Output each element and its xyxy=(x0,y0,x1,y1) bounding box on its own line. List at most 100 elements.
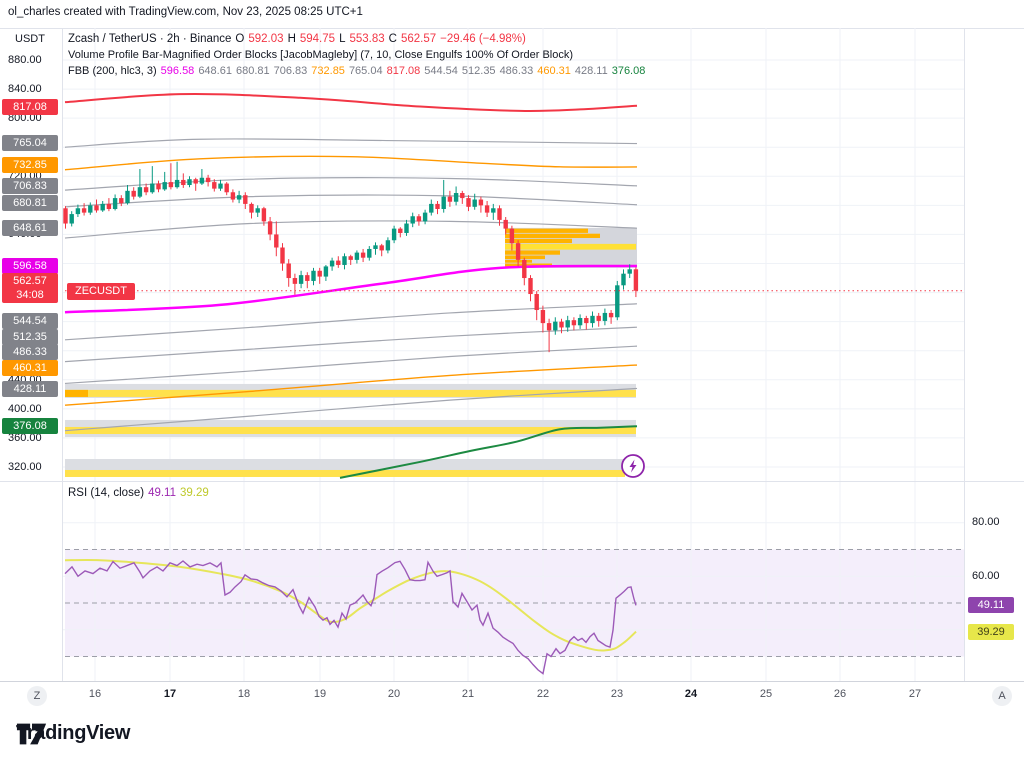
candlestick xyxy=(373,245,378,249)
symbol-price-label: ZECUSDT xyxy=(67,283,135,300)
volume-profile-bar xyxy=(505,263,552,268)
legend-value: 592.03 xyxy=(248,33,284,45)
legend-value: 596.58 xyxy=(160,65,195,77)
candlestick xyxy=(584,318,589,324)
rsi-ma-line xyxy=(64,559,637,652)
candlestick xyxy=(466,198,471,207)
candlestick xyxy=(63,208,68,224)
candlestick xyxy=(602,312,608,321)
candlestick xyxy=(131,190,136,197)
candlestick xyxy=(317,270,322,277)
candlestick xyxy=(491,208,496,213)
candlestick xyxy=(391,228,397,241)
current-price-badge: 562.57 34:08 xyxy=(2,273,58,303)
adjust-button[interactable]: A xyxy=(992,686,1012,706)
fbb-line-upper-680 xyxy=(64,194,638,208)
candlestick xyxy=(422,212,428,222)
time-axis-label: 17 xyxy=(163,688,177,700)
candlestick xyxy=(69,214,74,224)
tradingview-logo-mark xyxy=(16,723,47,744)
candlestick xyxy=(565,320,570,328)
rsi-line xyxy=(64,560,637,675)
timezone-button[interactable]: Z xyxy=(27,686,47,706)
time-axis-label: 26 xyxy=(833,688,847,700)
candlestick xyxy=(100,203,105,211)
candlestick xyxy=(441,196,446,209)
fbb-line-lower-428 xyxy=(64,387,638,432)
candlestick xyxy=(137,187,143,197)
candlestick xyxy=(615,285,620,318)
candlestick xyxy=(125,190,130,204)
legend-value: 512.35 xyxy=(461,65,496,77)
time-axis-label: 25 xyxy=(759,688,773,700)
zone-428-accent xyxy=(65,389,88,397)
rsi-axis-label: 80.00 xyxy=(972,516,1000,528)
candlestick xyxy=(472,199,477,207)
candlestick xyxy=(286,263,291,279)
rsi-axis-label: 60.00 xyxy=(972,570,1000,582)
candlestick xyxy=(367,248,372,258)
symbol-legend-row[interactable]: Zcash / TetherUS · 2h · Binance O 592.03 H 5… xyxy=(68,33,530,45)
pane-separator[interactable] xyxy=(0,481,1024,482)
candlestick xyxy=(267,221,273,235)
candlestick xyxy=(205,177,211,183)
candlestick xyxy=(398,228,403,233)
candlestick xyxy=(323,266,329,277)
time-axis-label: 16 xyxy=(88,688,102,700)
candlestick xyxy=(81,208,87,213)
price-axis-currency-label[interactable]: USDT xyxy=(15,33,45,45)
price-badge: 512.35 xyxy=(2,329,58,345)
time-axis-label: 20 xyxy=(387,688,401,700)
legend-value: C xyxy=(388,33,397,45)
candlestick xyxy=(156,183,161,190)
legend-value: RSI (14, close) xyxy=(68,487,145,499)
volume-profile-legend-row[interactable]: Volume Profile Bar-Magnified Order Block… xyxy=(68,49,574,61)
rsi-pane[interactable] xyxy=(62,481,965,681)
fbb-line-lower-460 xyxy=(64,364,638,406)
fbb-legend-row[interactable]: FBB (200, hlc3, 3) 596.58 648.61 680.81 706.… xyxy=(68,65,649,77)
time-axis-label: 21 xyxy=(461,688,475,700)
fbb-line-lower-512 xyxy=(64,326,638,363)
rsi-value-badge: 49.11 xyxy=(968,597,1014,613)
main-price-pane[interactable] xyxy=(62,28,965,481)
zone-376-stripe xyxy=(65,426,636,435)
legend-value: Zcash / TetherUS · 2h · Binance xyxy=(68,33,232,45)
price-badge: 596.58 xyxy=(2,258,58,274)
candlestick xyxy=(559,321,564,328)
legend-value: 680.81 xyxy=(235,65,270,77)
tradingview-logo[interactable]: TradingView xyxy=(16,722,130,745)
legend-value: L xyxy=(339,33,346,45)
lightning-bolt-icon[interactable] xyxy=(620,453,646,479)
candlestick xyxy=(168,182,174,188)
candlestick xyxy=(106,203,112,209)
candlestick xyxy=(429,203,434,213)
price-axis-label: 840.00 xyxy=(8,83,42,96)
price-axis-label: 880.00 xyxy=(8,54,42,66)
candlestick xyxy=(453,193,459,202)
price-badge: 544.54 xyxy=(2,313,58,329)
candlestick xyxy=(292,278,298,284)
fbb-line-upper-765 xyxy=(64,138,638,148)
candlestick xyxy=(528,278,533,295)
legend-value: FBB (200, hlc3, 3) xyxy=(68,65,157,77)
price-axis-label: 320.00 xyxy=(8,461,42,473)
volume-profile-bar xyxy=(505,250,560,255)
candlestick xyxy=(187,179,192,186)
candlestick xyxy=(143,187,149,193)
time-axis-label: 22 xyxy=(536,688,550,700)
candlestick xyxy=(174,179,180,188)
header-divider xyxy=(0,28,1024,29)
candlestick xyxy=(354,252,360,260)
legend-value: 732.85 xyxy=(311,65,345,77)
fbb-line-lower-376 xyxy=(339,425,638,479)
fbb-line-upper-817 xyxy=(64,93,638,112)
fbb-line-upper-648 xyxy=(64,220,638,239)
price-badge: 817.08 xyxy=(2,99,58,115)
candlestick xyxy=(119,198,124,204)
price-badge: 460.31 xyxy=(2,360,58,376)
fbb-line-lower-544 xyxy=(64,303,638,341)
candlestick xyxy=(311,270,316,281)
candlestick xyxy=(336,260,341,265)
zone-428-stripe xyxy=(65,389,636,397)
rsi-legend-row[interactable]: RSI (14, close) 49.11 39.29 xyxy=(68,487,213,499)
